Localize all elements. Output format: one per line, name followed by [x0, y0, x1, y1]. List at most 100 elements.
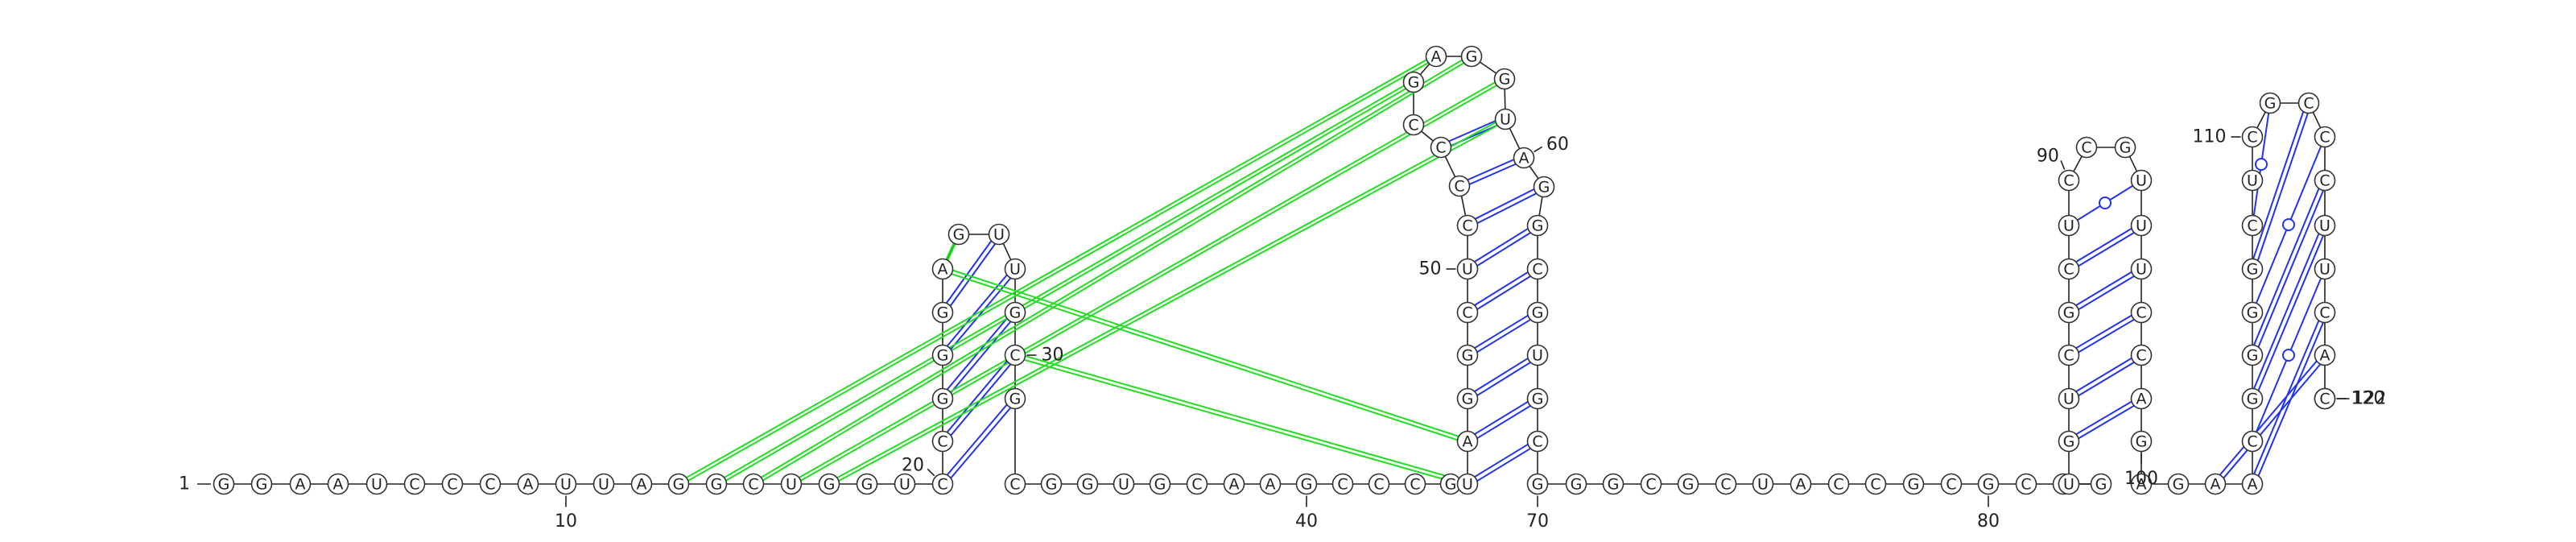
nucleotide-letter: A: [1431, 48, 1442, 66]
canonical-pair-line: [1474, 271, 1529, 306]
nucleotide-circle: [2204, 473, 2227, 495]
canonical-pair-line: [1476, 362, 1531, 396]
nucleotide-letter: C: [2247, 433, 2257, 451]
nucleotide-letter: C: [2319, 304, 2330, 322]
nucleotide-letter: G: [2247, 347, 2259, 365]
nucleotide: U: [2058, 387, 2080, 410]
canonical-pair-line: [2075, 400, 2132, 435]
nucleotide: C: [1640, 473, 1662, 495]
nucleotide-letter: C: [1009, 347, 1020, 365]
nucleotide: G: [1602, 473, 1624, 495]
nucleotide-letter: C: [2319, 172, 2330, 190]
nucleotide-circle: [1448, 175, 1471, 197]
nucleotide: G: [1460, 45, 1483, 68]
backbone-segment: [1479, 61, 1497, 74]
nucleotide-letter: U: [2063, 391, 2074, 408]
nucleotide-circle: [931, 344, 954, 366]
nucleotide-circle: [818, 473, 840, 495]
nucleotide-circle: [947, 223, 970, 246]
nucleotide: G: [931, 344, 954, 366]
nucleotide: U: [2130, 169, 2153, 192]
canonical-pair-line: [2256, 113, 2309, 261]
nucleotide: G: [2058, 301, 2080, 324]
nucleotide: A: [327, 473, 349, 495]
nucleotide: C: [1186, 473, 1208, 495]
nucleotide-circle: [1040, 473, 1063, 495]
canonical-pair-line: [2078, 405, 2135, 440]
tertiary-contact-line: [791, 76, 1505, 483]
nucleotide-letter: G: [1046, 476, 1058, 494]
nucleotide: G: [2114, 136, 2136, 159]
nucleotide-letter: G: [1608, 476, 1620, 494]
nucleotide-letter: G: [218, 476, 230, 494]
nucleotide-letter: A: [1265, 476, 1276, 494]
nucleotide: U: [1004, 258, 1026, 280]
nucleotide-letter: C: [2247, 129, 2257, 147]
canonical-pair-line: [1474, 444, 1529, 478]
nucleotide-circle: [894, 473, 916, 495]
nucleotide-circle: [1186, 473, 1208, 495]
nucleotide-circle: [2314, 214, 2336, 237]
backbone-segment: [2128, 155, 2138, 172]
nucleotide-circle: [1526, 301, 1549, 324]
nucleotide-circle: [1456, 301, 1479, 324]
nucleotide-circle: [2130, 387, 2153, 410]
nucleotide-letter: U: [2063, 217, 2074, 235]
canonical-pair-line: [2253, 320, 2320, 474]
nucleotide-circle: [365, 473, 388, 495]
nucleotide: A: [2130, 473, 2153, 495]
position-number-label: 20: [902, 456, 924, 476]
wobble-pair-marker: [2255, 158, 2268, 171]
nucleotide-circle: [1149, 473, 1171, 495]
canonical-pair-line: [1475, 188, 1534, 220]
nucleotide-letter: A: [1519, 150, 1530, 168]
nucleotide-letter: G: [2264, 95, 2277, 113]
nucleotide-letter: C: [1532, 433, 1542, 451]
nucleotide-circle: [931, 387, 954, 410]
nucleotide-letter: G: [1532, 304, 1544, 322]
nucleotide-circle: [1076, 473, 1099, 495]
nucleotide-circle: [1456, 258, 1479, 280]
nucleotide-letter: C: [2063, 261, 2074, 279]
nucleotide: G: [1402, 71, 1425, 93]
backbone-segment: [2312, 111, 2322, 129]
nucleotide-letter: G: [711, 476, 723, 494]
nucleotide: G: [1004, 387, 1026, 410]
nucleotide: A: [1790, 473, 1812, 495]
nucleotide-letter: U: [786, 476, 797, 494]
nucleotide-letter: G: [1983, 476, 1995, 494]
tertiary-contact-layer: [678, 53, 1506, 487]
canonical-pair-line: [2219, 360, 2318, 476]
nucleotide-letter: G: [1466, 48, 1478, 66]
nucleotide: G: [1902, 473, 1925, 495]
nucleotide: C: [2130, 301, 2153, 324]
nucleotide-circle: [630, 473, 653, 495]
canonical-pair-line: [1476, 232, 1531, 267]
nucleotide-letter: C: [1462, 304, 1472, 322]
nucleotide-circle: [2130, 169, 2153, 192]
nucleotide-letter: C: [2081, 139, 2091, 157]
nucleotide: G: [947, 223, 970, 246]
wobble-pair-marker: [2282, 218, 2295, 231]
number-label-layer: 1 122 10 40 70 80 100 20 30 50 60 90 110 120: [179, 127, 2387, 532]
position-number-label: 120: [2351, 389, 2385, 409]
nucleotide-letter: G: [1532, 476, 1544, 494]
nucleotide-circle: [2241, 301, 2264, 324]
canonical-pair-line: [2223, 363, 2321, 479]
nucleotide-circle: [1602, 473, 1624, 495]
nucleotide-circle: [555, 473, 577, 495]
nucleotide: G: [931, 301, 954, 324]
nucleotide-letter: A: [333, 476, 344, 494]
nucleotide-circle: [2241, 258, 2264, 280]
nucleotide-circle: [1640, 473, 1662, 495]
canonical-pair-line: [1448, 120, 1496, 143]
nucleotide-letter: C: [2136, 347, 2146, 365]
nucleotide-circle: [2314, 301, 2336, 324]
nucleotide: U: [365, 473, 388, 495]
nucleotide-circle: [2314, 344, 2336, 366]
wobble-pair-marker: [2099, 197, 2112, 209]
nucleotide-letter: C: [2063, 347, 2074, 365]
nucleotide-circle: [1404, 473, 1426, 495]
nucleotide-circle: [1456, 214, 1479, 237]
